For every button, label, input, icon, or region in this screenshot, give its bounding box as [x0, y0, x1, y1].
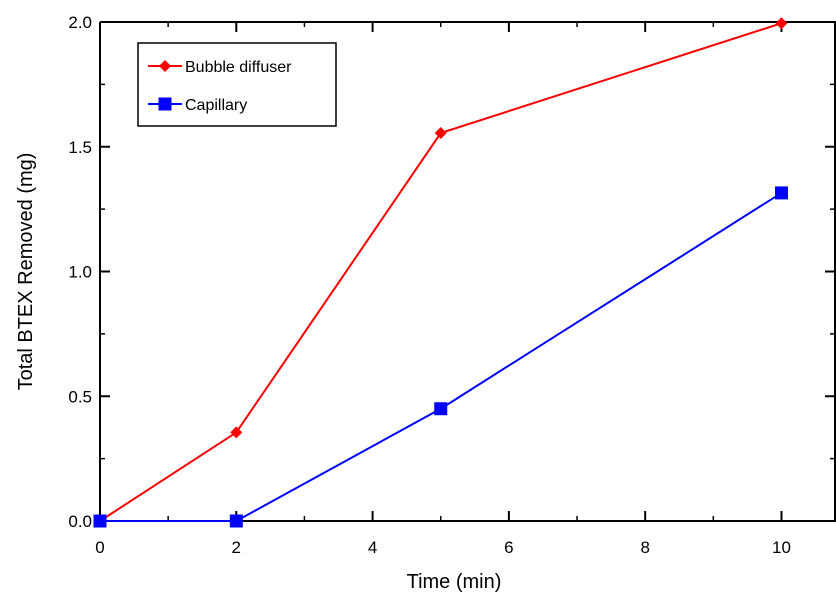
series-layer: [93, 17, 788, 528]
x-tick-label: 2: [232, 538, 241, 557]
x-tick-label: 0: [95, 538, 104, 557]
x-axis-ticks: 0 2 4 6 8 10: [95, 22, 791, 557]
y-tick-label: 1.5: [68, 138, 92, 157]
x-tick-label: 8: [640, 538, 649, 557]
data-point: [93, 514, 107, 528]
x-tick-label: 4: [368, 538, 377, 557]
data-point: [775, 17, 788, 30]
series-line: [99, 22, 782, 522]
x-tick-label: 6: [504, 538, 513, 557]
x-axis-label: Time (min): [407, 571, 502, 593]
legend-marker: [158, 97, 172, 111]
series-line: [100, 192, 783, 522]
legend-label: Bubble diffuser: [185, 59, 292, 76]
legend: Bubble diffuser Capillary: [137, 42, 337, 127]
y-tick-label: 0.0: [68, 512, 92, 531]
legend-label: Capillary: [185, 97, 247, 114]
data-point: [434, 402, 448, 416]
data-point: [230, 426, 243, 439]
x-tick-label: 10: [772, 538, 791, 557]
y-axis-ticks: 0.0 0.5 1.0 1.5 2.0: [68, 13, 835, 531]
y-tick-label: 2.0: [68, 13, 92, 32]
data-point: [229, 514, 243, 528]
data-point: [434, 127, 447, 140]
y-axis-label: Total BTEX Removed (mg): [15, 153, 37, 391]
y-tick-label: 0.5: [68, 387, 92, 406]
data-point: [774, 186, 788, 200]
y-tick-label: 1.0: [68, 263, 92, 282]
legend-box: [137, 42, 337, 127]
legend-marker: [159, 60, 171, 72]
